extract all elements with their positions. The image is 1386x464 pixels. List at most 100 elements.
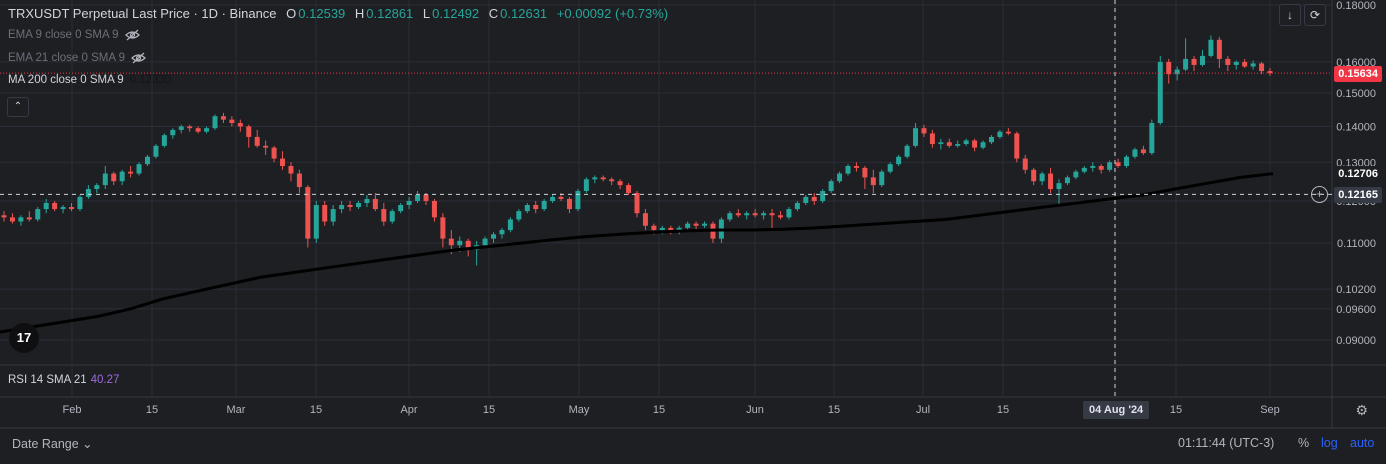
- candle-body: [980, 142, 986, 148]
- candle-body: [600, 177, 606, 180]
- auto-button[interactable]: auto: [1350, 436, 1375, 450]
- candle-body: [457, 240, 463, 246]
- log-button[interactable]: log: [1321, 436, 1338, 450]
- candle-body: [1014, 133, 1020, 159]
- indicator-ma200[interactable]: MA 200 close 0 SMA 9 0.12330: [8, 74, 171, 86]
- candle-body: [465, 240, 471, 250]
- candle-body: [372, 198, 378, 210]
- percent-button[interactable]: %: [1298, 436, 1310, 450]
- add-alert-button[interactable]: +: [1311, 186, 1328, 203]
- candle-body: [43, 202, 49, 210]
- y-tick-label: 0.15000: [1336, 88, 1376, 100]
- candle-body: [60, 207, 66, 210]
- candle-body: [642, 213, 648, 226]
- candle-body: [1208, 39, 1214, 56]
- x-tick-label: May: [569, 404, 590, 416]
- candle-body: [1115, 162, 1121, 167]
- indicator-ema9-label: EMA 9 close 0 SMA 9: [8, 29, 119, 41]
- candle-body: [1098, 166, 1104, 170]
- candle-body: [870, 177, 876, 186]
- refresh-button[interactable]: ⟳: [1304, 4, 1326, 26]
- candle-body: [1149, 123, 1155, 154]
- cursor-price-tag: 0.12165: [1334, 187, 1382, 203]
- candle-body: [786, 209, 792, 218]
- refresh-icon: ⟳: [1309, 8, 1321, 22]
- symbol-title: TRXUSDT Perpetual Last Price · 1D · Bina…: [8, 6, 277, 21]
- candle-body: [769, 213, 775, 216]
- candle-body: [516, 211, 522, 220]
- gear-icon[interactable]: ⚙: [1355, 402, 1368, 418]
- candle-body: [744, 213, 750, 216]
- candle-body: [1, 215, 7, 218]
- y-tick-label: 0.09000: [1336, 335, 1376, 347]
- candle-body: [963, 140, 969, 145]
- candle-body: [794, 202, 800, 210]
- x-tick-label: 15: [828, 404, 840, 416]
- candle-body: [263, 145, 269, 148]
- y-tick-label: 0.10200: [1336, 284, 1376, 296]
- date-range-button[interactable]: Date Range ⌄: [12, 437, 93, 451]
- candle-body: [1225, 58, 1231, 65]
- candle-body: [727, 213, 733, 220]
- x-tick-label: Apr: [400, 404, 417, 416]
- eye-off-icon[interactable]: [131, 52, 146, 64]
- candle-body: [305, 187, 311, 239]
- close-value: 0.12631: [500, 6, 548, 21]
- rsi-label: RSI 14 SMA 21: [8, 374, 87, 386]
- candle-body: [111, 173, 117, 182]
- candle-body: [558, 196, 564, 199]
- candle-body: [1048, 173, 1054, 190]
- candle-body: [879, 171, 885, 186]
- candle-body: [288, 166, 294, 174]
- candle-body: [1022, 158, 1028, 170]
- candle-body: [423, 194, 429, 201]
- x-tick-label: 15: [653, 404, 665, 416]
- x-tick-label: Sep: [1260, 404, 1280, 416]
- candle-body: [853, 166, 859, 168]
- candle-body: [921, 128, 927, 134]
- y-tick-label: 0.09600: [1336, 304, 1376, 316]
- candle-body: [381, 209, 387, 222]
- candle-body: [136, 164, 142, 174]
- candle-body: [389, 211, 395, 222]
- plus-icon: +: [1315, 187, 1323, 201]
- candle-body: [1073, 171, 1079, 178]
- candle-body: [482, 238, 488, 246]
- candle-body: [85, 189, 91, 197]
- indicator-ma200-label: MA 200 close 0 SMA 9: [8, 74, 124, 86]
- save-button[interactable]: ↓: [1279, 4, 1301, 26]
- ma200-line: [0, 172, 1274, 334]
- candle-body: [541, 200, 547, 210]
- candle-body: [229, 119, 235, 124]
- x-tick-label: 15: [310, 404, 322, 416]
- candle-body: [777, 215, 783, 218]
- candle-body: [220, 116, 226, 120]
- rsi-value: 40.27: [90, 374, 120, 386]
- candle-body: [1140, 149, 1146, 154]
- tradingview-logo[interactable]: 17: [9, 323, 39, 353]
- candle-body: [1183, 58, 1189, 70]
- x-tick-label: 15: [146, 404, 158, 416]
- clock[interactable]: 01:11:44 (UTC-3): [1178, 436, 1275, 450]
- eye-off-icon[interactable]: [124, 29, 140, 41]
- change-value: +0.00092 (+0.73%): [556, 6, 669, 21]
- candle-body: [887, 164, 893, 172]
- candle-body: [322, 205, 328, 222]
- collapse-legend-button[interactable]: ⌃: [7, 97, 29, 117]
- candle-body: [651, 225, 657, 231]
- candle-body: [972, 140, 978, 148]
- candle-body: [955, 144, 961, 146]
- candle-body: [195, 128, 201, 132]
- indicator-ema21[interactable]: EMA 21 close 0 SMA 9: [8, 52, 146, 64]
- candle-body: [26, 217, 32, 220]
- candle-body: [35, 209, 41, 220]
- candle-body: [988, 136, 994, 143]
- indicator-ema9[interactable]: EMA 9 close 0 SMA 9: [8, 29, 140, 41]
- candle-body: [946, 142, 952, 146]
- candle-body: [659, 227, 665, 231]
- candle-body: [330, 209, 336, 222]
- rsi-legend[interactable]: RSI 14 SMA 21 40.27: [8, 374, 119, 386]
- candle-body: [524, 205, 530, 212]
- crosshair-date-tag: 04 Aug '24: [1083, 401, 1150, 419]
